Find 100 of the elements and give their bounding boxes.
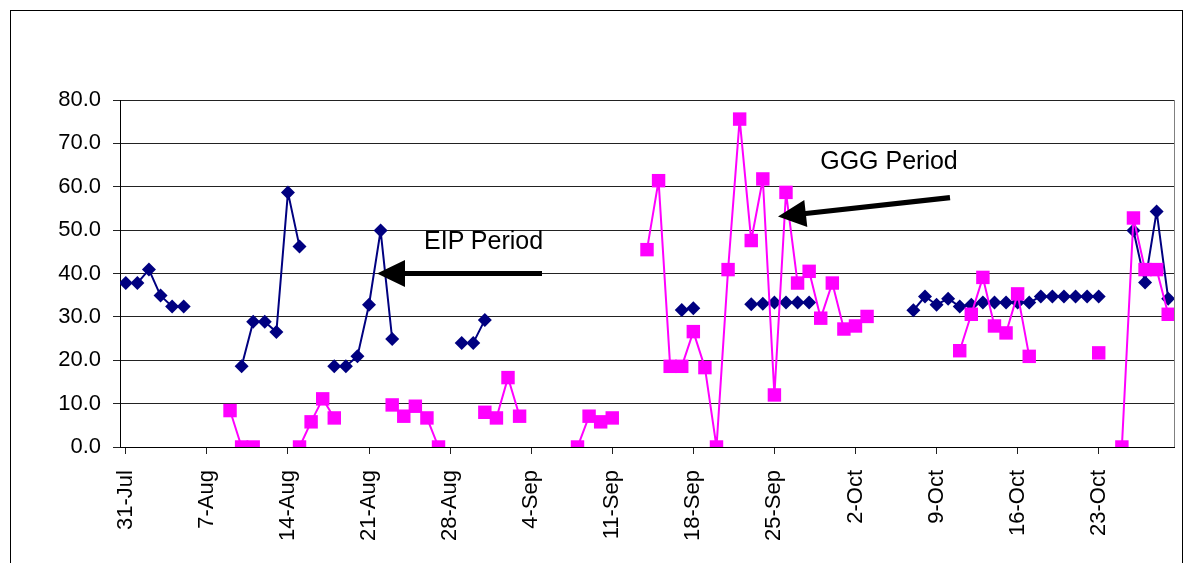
point — [1022, 295, 1037, 310]
y-tick-label: 70.0 — [58, 129, 101, 155]
y-tick-label: 50.0 — [58, 216, 101, 242]
point — [825, 276, 840, 290]
point — [814, 311, 828, 325]
point — [1056, 289, 1071, 304]
point — [1080, 289, 1095, 304]
point — [1033, 289, 1048, 304]
x-tick-label: 25-Sep — [760, 470, 786, 541]
point — [1022, 349, 1036, 364]
point — [304, 415, 318, 429]
x-tick-label: 11-Sep — [598, 470, 624, 540]
point — [698, 360, 712, 375]
point — [651, 173, 666, 188]
x-tick-label: 7-Aug — [192, 470, 218, 529]
point — [338, 359, 353, 374]
point — [420, 411, 434, 425]
point — [501, 370, 515, 385]
x-tick-label: 31-Jul — [111, 470, 137, 530]
point — [721, 262, 735, 277]
x-tick-label: 23-Oct — [1084, 470, 1110, 537]
point — [385, 332, 400, 346]
x-tick-label: 2-Oct — [841, 470, 867, 524]
point — [976, 270, 990, 285]
point — [292, 239, 307, 254]
point — [489, 411, 504, 425]
annotation: EIP Period — [424, 226, 544, 255]
point — [779, 185, 793, 200]
point — [605, 411, 619, 425]
point — [755, 296, 770, 311]
x-tick-label: 18-Sep — [679, 470, 705, 541]
point — [941, 291, 956, 306]
point — [1092, 346, 1106, 360]
x-tick-label: 14-Aug — [274, 470, 300, 541]
point — [1010, 287, 1025, 301]
point — [408, 399, 423, 413]
point — [675, 359, 689, 374]
x-tick-label: 21-Aug — [355, 470, 381, 541]
point — [732, 112, 747, 126]
point — [280, 185, 295, 200]
point — [790, 276, 805, 290]
point — [153, 288, 168, 303]
point — [257, 314, 272, 329]
y-tick-label: 0.0 — [70, 433, 101, 459]
point — [756, 172, 770, 186]
point — [1126, 211, 1141, 225]
point — [778, 295, 793, 310]
point — [1149, 262, 1164, 277]
point — [269, 325, 284, 340]
point — [362, 297, 377, 312]
annotation: GGG Period — [820, 146, 958, 175]
point — [454, 335, 469, 350]
point — [999, 326, 1013, 340]
point — [802, 295, 817, 310]
point — [582, 409, 596, 423]
y-tick-label: 80.0 — [58, 86, 101, 112]
point — [1091, 289, 1106, 304]
point — [246, 314, 261, 329]
point — [176, 299, 191, 314]
y-tick-label: 30.0 — [58, 302, 101, 328]
point — [327, 411, 341, 425]
point — [964, 307, 979, 321]
y-tick-label: 40.0 — [58, 259, 101, 285]
point — [975, 295, 990, 310]
point — [165, 299, 180, 314]
point — [744, 297, 759, 312]
point — [1045, 289, 1060, 304]
point — [477, 312, 492, 327]
x-tick-label: 9-Oct — [922, 470, 948, 524]
point — [917, 289, 932, 304]
point — [686, 301, 701, 316]
point — [141, 262, 156, 277]
point — [120, 276, 133, 291]
point — [767, 388, 782, 402]
point — [478, 405, 492, 420]
point — [929, 297, 944, 312]
point — [802, 264, 816, 279]
point — [744, 233, 758, 248]
y-tick-label: 10.0 — [58, 389, 101, 415]
point — [130, 276, 145, 291]
point — [350, 349, 365, 364]
point — [952, 299, 967, 314]
point — [640, 242, 654, 257]
point — [674, 302, 689, 317]
point — [1161, 307, 1174, 321]
point — [1138, 275, 1153, 290]
y-tick-label: 20.0 — [58, 346, 101, 372]
point — [848, 319, 863, 333]
point — [234, 359, 249, 374]
point — [512, 409, 527, 423]
point — [686, 324, 701, 339]
point — [315, 392, 330, 406]
point — [1149, 204, 1164, 219]
y-tick-label: 60.0 — [58, 172, 101, 198]
point — [790, 295, 805, 310]
point — [906, 303, 921, 318]
point — [953, 343, 967, 358]
point — [593, 415, 608, 429]
point — [466, 335, 481, 350]
x-tick-label: 28-Aug — [436, 470, 462, 541]
